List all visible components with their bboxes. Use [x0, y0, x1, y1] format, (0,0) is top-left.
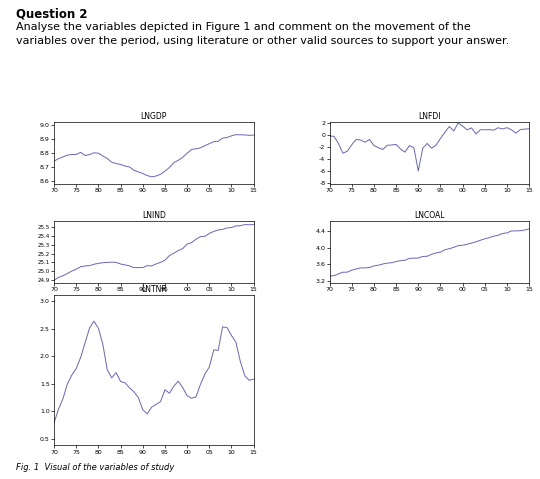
Title: LNGDP: LNGDP [140, 113, 167, 121]
Title: LNFDI: LNFDI [418, 113, 441, 121]
Text: Analyse the variables depicted in Figure 1 and comment on the movement of the
va: Analyse the variables depicted in Figure… [16, 22, 509, 46]
Text: Fig. 1  Visual of the variables of study: Fig. 1 Visual of the variables of study [16, 463, 174, 472]
Title: LNIND: LNIND [142, 211, 166, 220]
Title: LNTNR: LNTNR [141, 285, 167, 294]
Title: LNCOAL: LNCOAL [414, 211, 444, 220]
Text: Question 2: Question 2 [16, 7, 87, 20]
